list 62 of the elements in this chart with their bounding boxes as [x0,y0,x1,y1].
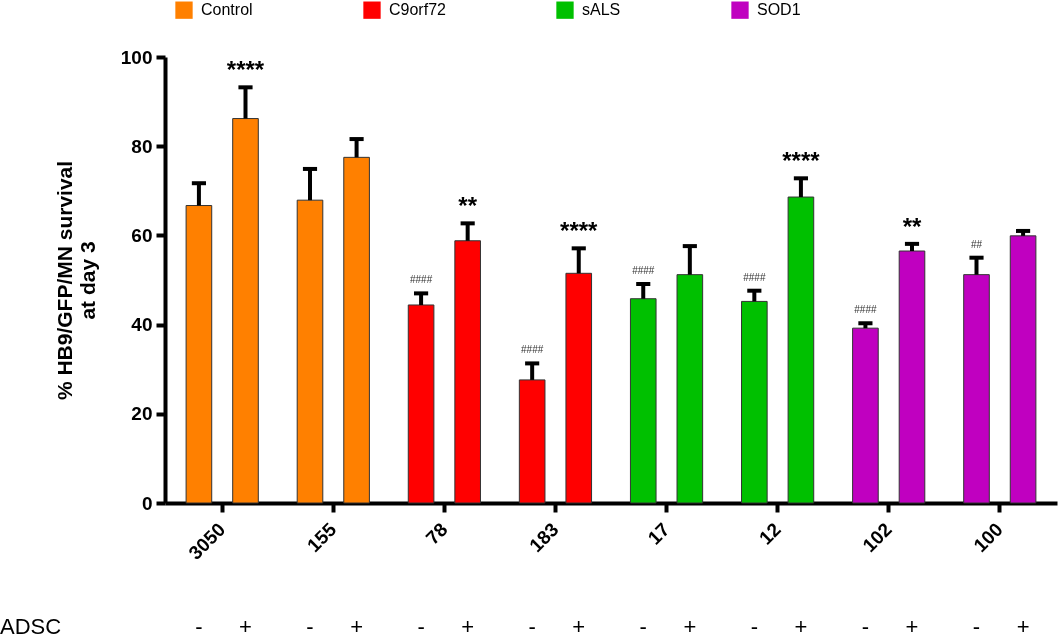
text: - [972,614,981,639]
text: + [683,614,697,639]
x-tick-label: 155 [303,518,341,556]
data-label: #### [409,274,433,286]
x-tick-label: 17 [643,518,674,549]
text: + [239,614,252,639]
data-label: #### [632,265,655,277]
x-tick-label: 183 [525,518,563,556]
legend-label: sALS [582,1,621,19]
bar [185,205,213,504]
bar [565,272,593,504]
bar [787,196,815,504]
bar [343,156,370,504]
y-tick-label: 60 [131,224,153,246]
text: - [528,614,536,639]
x-tick-label: 78 [421,518,452,549]
text: + [461,614,475,639]
data-label: ## [970,238,983,250]
y-tick-label: 100 [120,46,153,68]
bar [407,304,435,504]
bar [454,240,481,504]
y-tick-label: 40 [131,314,153,336]
text: - [195,614,203,639]
x-tick-label: 12 [754,518,785,549]
data-label: #### [521,344,544,356]
bar [676,274,704,504]
x-tick-label: 102 [858,518,896,556]
y-tick-label: 80 [131,135,153,157]
bar [296,199,324,504]
y-axis-title: % HB9/GFP/MN survival at day 3 [52,160,99,401]
data-label: #### [854,304,877,316]
text: + [350,614,364,639]
y-tick-label: 20 [131,403,153,425]
bar [629,298,657,504]
text: - [306,614,314,639]
data-label: **** [782,147,821,175]
text: ADSC [0,614,62,639]
text: - [417,614,425,639]
text: - [639,614,647,639]
data-label: ** [458,192,478,220]
data-label: #### [743,271,766,283]
bar [963,274,990,504]
text: + [905,614,919,639]
bar [518,379,546,504]
text: - [861,614,870,639]
text: + [572,614,586,639]
legend-label: Control [201,1,253,19]
text: + [1016,614,1030,639]
bar [741,300,768,504]
y-tick-label: 0 [141,492,153,514]
data-label: **** [560,217,599,245]
data-label: **** [226,56,265,84]
bar [852,327,879,504]
legend-label: SOD1 [757,1,801,19]
data-label: ** [902,212,922,240]
bar [232,118,259,504]
text: + [794,614,808,639]
x-tick-label: 100 [969,518,1007,556]
bar [1009,235,1037,504]
legend-label: C9orf72 [389,1,447,19]
bar [898,250,926,504]
text: - [750,614,758,639]
